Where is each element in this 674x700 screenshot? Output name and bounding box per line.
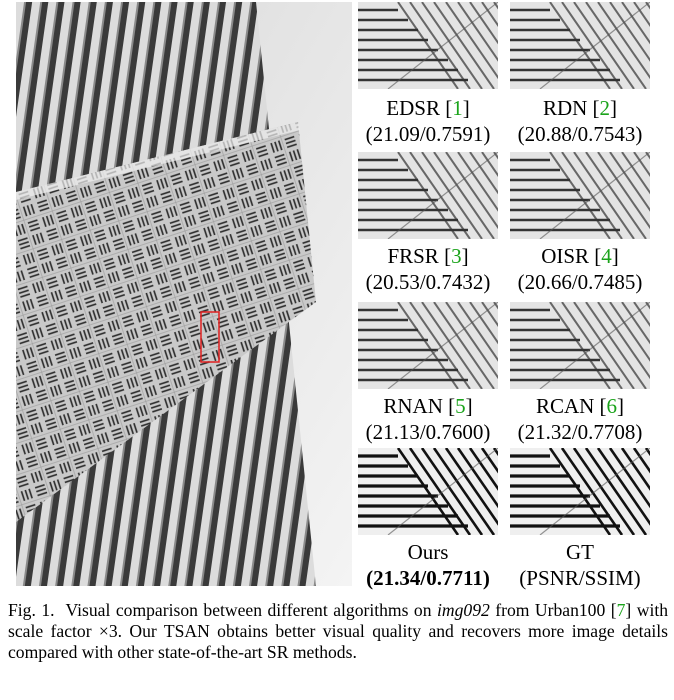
- method-label: OISR [4]: [541, 244, 619, 268]
- patch-rdn: [510, 2, 650, 89]
- method-name: EDSR: [386, 96, 440, 120]
- method-label: RCAN [6]: [535, 394, 625, 418]
- method-label: RDN [2]: [542, 96, 618, 120]
- patch-edsr: [358, 2, 498, 89]
- method-score: (PSNR/SSIM): [519, 566, 641, 590]
- method-label: FRSR [3]: [387, 244, 469, 268]
- method-name: FRSR: [387, 244, 439, 268]
- method-score: (21.13/0.7600): [365, 420, 491, 444]
- method-ref-link[interactable]: 6: [606, 394, 618, 418]
- method-score: (21.34/0.7711): [366, 566, 490, 590]
- method-name: RNAN: [383, 394, 443, 418]
- method-ref-link[interactable]: 2: [599, 96, 611, 120]
- patch-gt: [510, 448, 650, 535]
- caption-text-2: from Urban100 [: [489, 600, 617, 620]
- patch-rcan: [510, 302, 650, 389]
- method-label: GT: [500, 540, 660, 564]
- highlight-box: [200, 311, 220, 363]
- patch-rnan: [358, 302, 498, 389]
- method-ref-link[interactable]: 1: [452, 96, 463, 120]
- method-label: Ours: [348, 540, 508, 564]
- method-label: RNAN [5]: [383, 394, 473, 418]
- caption-ref-link[interactable]: 7: [616, 600, 626, 620]
- caption-label: Fig. 1.: [8, 600, 55, 620]
- method-name: RDN: [542, 96, 588, 120]
- method-name: GT: [566, 540, 594, 564]
- figure-caption: Fig. 1. Visual comparison between differ…: [8, 600, 668, 663]
- method-score: (21.09/0.7591): [365, 122, 491, 146]
- main-building-image: [16, 2, 352, 586]
- method-name: OISR: [541, 244, 590, 268]
- method-score: (20.53/0.7432): [365, 270, 491, 294]
- method-score: (21.32/0.7708): [517, 420, 643, 444]
- method-name: RCAN: [535, 394, 595, 418]
- method-score: (20.66/0.7485): [517, 270, 643, 294]
- figure: EDSR [1] (21.09/0.7591) RDN [2] (20.88/0.75…: [16, 2, 660, 590]
- method-ref-link[interactable]: 5: [455, 394, 466, 418]
- patch-oisr: [510, 152, 650, 239]
- caption-text-1: Visual comparison between different algo…: [65, 600, 437, 620]
- caption-image-name: img092: [437, 600, 490, 620]
- method-ref-link[interactable]: 3: [451, 244, 462, 268]
- method-score: (20.88/0.7543): [517, 122, 643, 146]
- patch-ours: [358, 448, 498, 535]
- patch-frsr: [358, 152, 498, 239]
- method-name: Ours: [407, 540, 449, 564]
- caption-text-3: ] with scale factor ×3. Our TSAN obtains…: [8, 600, 669, 662]
- method-ref-link[interactable]: 4: [601, 244, 612, 268]
- method-label: EDSR [1]: [386, 96, 470, 120]
